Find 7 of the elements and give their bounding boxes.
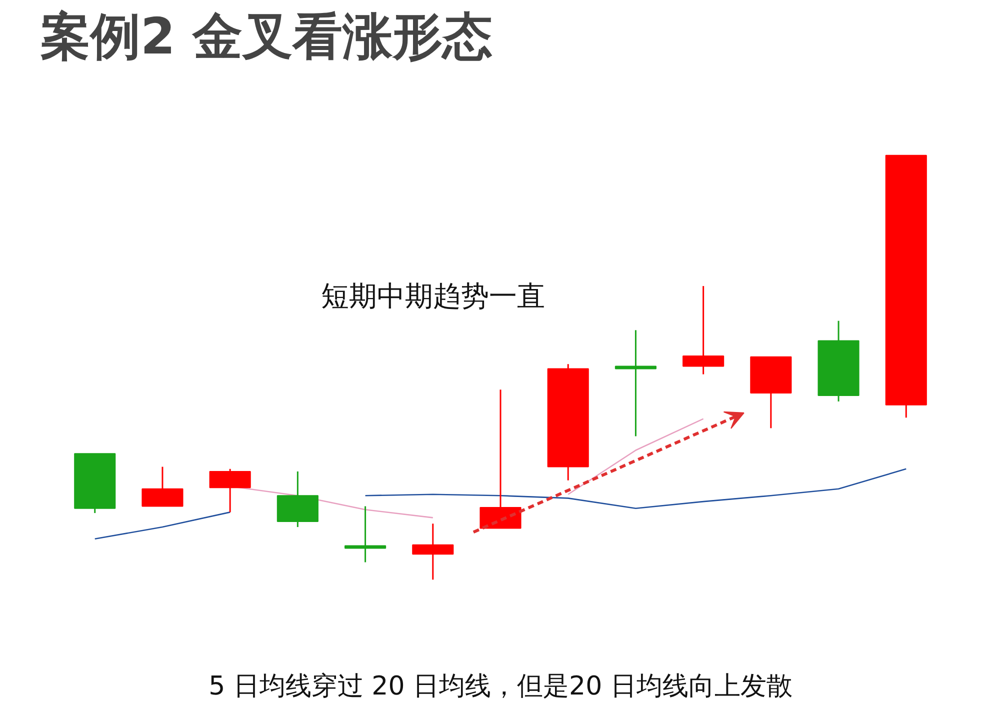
- candlestick: [682, 285, 724, 376]
- candlestick: [412, 522, 454, 580]
- chart-title: 案例2 金叉看涨形态: [40, 8, 493, 66]
- candlestick: [614, 329, 656, 437]
- annotation: 短期中期趋势一直: [320, 279, 545, 312]
- text: 5 日均线穿过 20 日均线，但是20 日均线向上发散: [208, 672, 792, 702]
- candlestick: [344, 505, 386, 563]
